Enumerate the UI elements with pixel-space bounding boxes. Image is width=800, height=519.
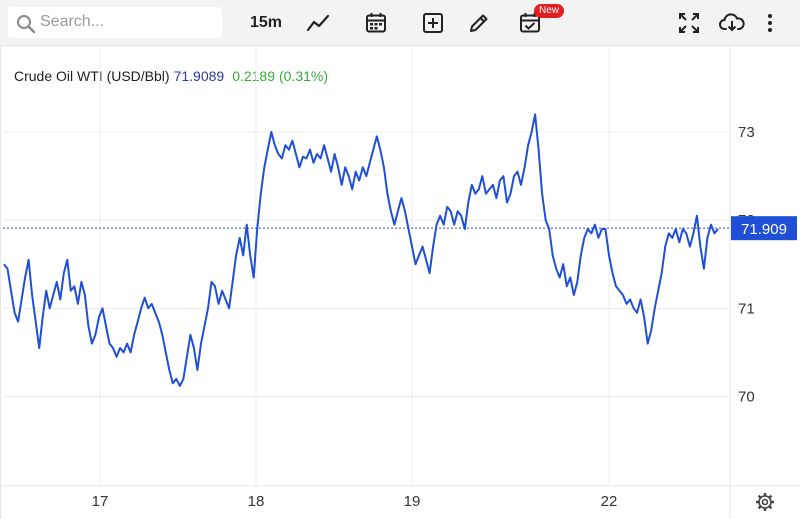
current-price-label: 71.909 (741, 221, 787, 238)
x-tick-label: 22 (601, 493, 618, 510)
legend-change: 0.2189 (232, 68, 276, 84)
legend-price: 71.9089 (173, 68, 225, 84)
cloud-download-icon (719, 13, 745, 32)
y-tick-label: 71 (738, 300, 755, 317)
x-tick-label: 17 (92, 493, 109, 510)
pencil-icon (470, 14, 488, 32)
more-icon (768, 14, 772, 32)
x-tick-label: 18 (248, 493, 265, 510)
search-box[interactable] (8, 7, 222, 38)
draw-button[interactable] (465, 9, 493, 37)
legend-change-percent: (0.31%) (279, 68, 329, 84)
calendar-icon (366, 13, 386, 33)
chart-toolbar: 15m (0, 0, 800, 46)
fullscreen-icon (679, 13, 699, 33)
current-price-label-box (731, 216, 797, 241)
new-badge: New (534, 4, 565, 18)
download-button[interactable] (717, 9, 747, 37)
y-tick-label: 70 (738, 389, 755, 406)
chart-legend: Crude Oil WTI (USD/Bbl) 71.9089 0.2189 (0.3… (14, 68, 328, 84)
instrument-name: Crude Oil WTI (USD/Bbl) (14, 68, 170, 84)
x-tick-label: 19 (404, 493, 421, 510)
add-icon (423, 13, 443, 33)
search-icon (17, 15, 36, 34)
fullscreen-button[interactable] (675, 9, 703, 37)
add-indicator-button[interactable] (419, 9, 447, 37)
price-chart[interactable]: 707172731718192271.909 (0, 46, 800, 519)
chart-type-button[interactable] (304, 9, 332, 37)
price-series-line (3, 113, 719, 387)
more-options-button[interactable] (762, 9, 778, 37)
line-chart-icon (306, 14, 330, 32)
y-tick-label: 73 (738, 124, 755, 141)
search-input[interactable] (40, 11, 216, 33)
date-range-button[interactable] (362, 9, 390, 37)
interval-button[interactable]: 15m (249, 14, 283, 31)
settings-icon[interactable] (755, 492, 775, 512)
